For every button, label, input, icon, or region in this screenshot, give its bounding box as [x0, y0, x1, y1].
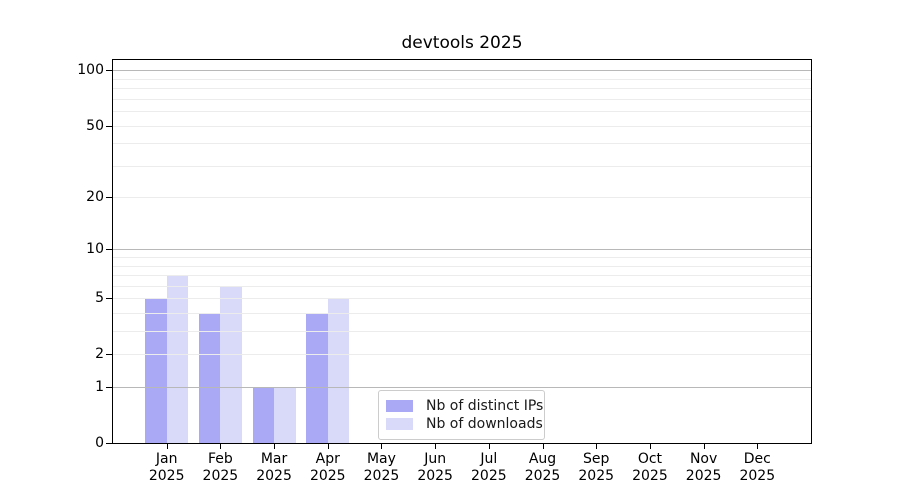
x-tick-mark	[435, 444, 437, 449]
x-tick-label-year: 2025	[417, 468, 453, 484]
y-gridline-minor	[113, 78, 811, 80]
y-tick-mark	[106, 197, 112, 199]
x-tick-label-dec: Dec 2025	[717, 451, 797, 485]
x-tick-label-year: 2025	[739, 468, 776, 484]
x-tick-mark	[274, 444, 276, 449]
y-gridline-minor	[113, 285, 811, 287]
x-tick-label-sep: Sep 2025	[556, 451, 636, 485]
bar-ips-apr	[306, 313, 328, 443]
x-tick-label-year: 2025	[578, 468, 615, 484]
bar-downloads-feb	[220, 285, 242, 443]
y-gridline-minor	[113, 98, 811, 100]
plot-area	[112, 59, 812, 444]
x-tick-label-year: 2025	[685, 468, 722, 484]
x-tick-label-year: 2025	[202, 468, 239, 484]
x-tick-label-jun: Jun 2025	[395, 451, 475, 485]
x-tick-label-may: May 2025	[341, 451, 421, 485]
x-tick-mark	[596, 444, 598, 449]
x-tick-label-year: 2025	[471, 468, 507, 484]
x-tick-mark	[488, 444, 490, 449]
y-tick-mark	[106, 70, 112, 72]
bar-ips-mar	[252, 387, 275, 443]
x-tick-label-aug: Aug 2025	[503, 451, 583, 485]
x-tick-label-oct: Oct 2025	[610, 451, 690, 485]
legend-swatch-icon	[386, 418, 413, 430]
x-tick-label-year: 2025	[148, 468, 185, 484]
y-gridline-minor	[113, 88, 811, 90]
legend-label: Nb of distinct IPs	[426, 398, 544, 414]
x-tick-label-feb: Feb 2025	[180, 451, 260, 485]
y-gridline-100	[113, 70, 811, 72]
y-tick-label: 2	[95, 346, 104, 363]
bar-downloads-jan	[166, 275, 189, 443]
chart-title: devtools 2025	[401, 33, 523, 53]
y-tick-label: 50	[86, 117, 104, 134]
x-tick-label-jan: Jan 2025	[127, 451, 207, 485]
x-tick-label-year: 2025	[524, 468, 561, 484]
x-tick-mark	[649, 444, 651, 449]
x-tick-mark	[220, 444, 222, 449]
y-tick-mark	[106, 354, 112, 356]
y-gridline-minor	[113, 275, 811, 277]
x-tick-mark	[327, 444, 329, 449]
y-gridline-minor	[113, 143, 811, 145]
y-tick-label: 20	[86, 189, 104, 206]
legend-swatch-icon	[386, 400, 413, 412]
y-gridline-50	[113, 125, 811, 127]
x-tick-mark	[166, 444, 168, 449]
legend-row: Nb of downloads	[386, 416, 543, 432]
x-tick-label-year: 2025	[256, 468, 292, 484]
x-tick-label-year: 2025	[632, 468, 668, 484]
y-tick-mark	[106, 387, 112, 389]
y-gridline-minor	[113, 331, 811, 333]
x-tick-mark	[542, 444, 544, 449]
y-tick-label: 0	[95, 435, 104, 451]
bar-downloads-mar	[274, 387, 296, 443]
y-tick-label: 10	[86, 241, 104, 258]
x-tick-label-year: 2025	[309, 468, 346, 484]
y-tick-label: 100	[77, 62, 104, 79]
legend-row: Nb of distinct IPs	[386, 398, 543, 414]
y-gridline-minor	[113, 165, 811, 167]
legend: Nb of distinct IPs Nb of downloads	[378, 390, 545, 440]
y-tick-mark	[106, 298, 112, 300]
bar-downloads-apr	[327, 298, 350, 443]
y-tick-mark	[106, 125, 112, 127]
x-tick-label-year: 2025	[363, 468, 400, 484]
y-gridline-1	[113, 387, 811, 389]
y-gridline-5	[113, 298, 811, 300]
x-tick-label-mar: Mar 2025	[234, 451, 314, 485]
x-tick-mark	[757, 444, 759, 449]
y-tick-mark	[106, 249, 112, 251]
x-tick-label-apr: Apr 2025	[288, 451, 368, 485]
x-tick-label-jul: Jul 2025	[449, 451, 529, 485]
y-tick-mark	[106, 443, 112, 444]
y-gridline-minor	[113, 265, 811, 267]
y-gridline-minor	[113, 313, 811, 315]
x-tick-label-nov: Nov 2025	[664, 451, 744, 485]
bar-ips-feb	[198, 313, 221, 443]
y-gridline-20	[113, 197, 811, 199]
y-tick-label: 5	[95, 290, 104, 307]
x-tick-mark	[381, 444, 383, 449]
y-gridline-minor	[113, 111, 811, 113]
x-tick-mark	[703, 444, 705, 449]
y-tick-label: 1	[95, 379, 104, 396]
y-gridline-minor	[113, 257, 811, 259]
legend-label: Nb of downloads	[426, 416, 543, 432]
y-gridline-10	[113, 249, 811, 251]
bar-ips-jan	[145, 298, 167, 443]
y-gridline-2	[113, 354, 811, 356]
